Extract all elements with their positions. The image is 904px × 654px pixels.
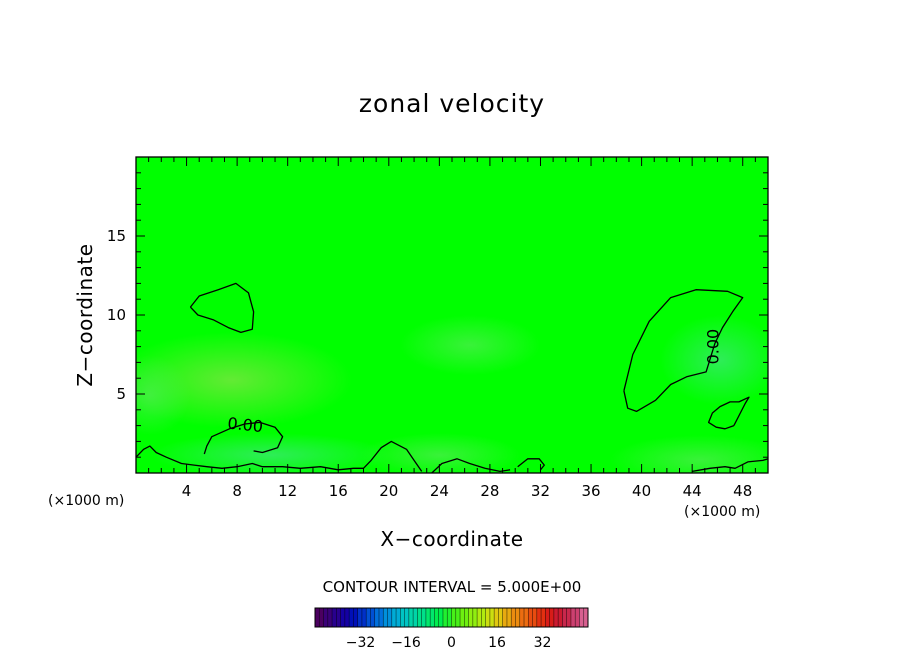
- y-tick-label: 10: [107, 306, 126, 324]
- contour-line: [517, 458, 545, 471]
- colorbar-tick-label: 0: [447, 635, 456, 651]
- x-tick-label: 28: [480, 482, 499, 500]
- chart-title: zonal velocity: [359, 89, 545, 118]
- x-tick-label: 16: [329, 482, 348, 500]
- x-unit-label-right: (×1000 m): [684, 504, 760, 520]
- x-tick-label: 20: [379, 482, 398, 500]
- colorbar-tick-label: 16: [488, 635, 506, 651]
- y-tick-label: 5: [116, 385, 126, 403]
- field-shading: [610, 435, 768, 473]
- x-tick-label: 48: [733, 482, 752, 500]
- x-unit-label-left: (×1000 m): [48, 493, 124, 509]
- contour-label: 0.00: [227, 414, 264, 437]
- y-axis-label: Z−coordinate: [73, 243, 97, 386]
- colorbar: [314, 608, 589, 627]
- contour-line: [136, 440, 423, 472]
- x-axis-ticks: [148, 157, 756, 473]
- y-tick-label: 15: [107, 227, 126, 245]
- field-shading: [136, 332, 352, 428]
- colorbar-frame: [314, 607, 589, 628]
- contour-line: [623, 289, 744, 413]
- colorbar-tick-label: −16: [391, 635, 421, 651]
- contour-label: 0.00: [704, 329, 723, 365]
- colorbar-tick-label: 32: [534, 635, 552, 651]
- contour-line: [203, 421, 284, 455]
- contour-line: [431, 458, 511, 473]
- field-shading: [136, 355, 190, 435]
- contour-interval-label: CONTOUR INTERVAL = 5.000E+00: [323, 578, 582, 596]
- x-tick-label: 40: [632, 482, 651, 500]
- y-axis-tick-labels: 5 10 15: [107, 227, 126, 403]
- plot-area: 0.00 0.00: [136, 157, 768, 473]
- x-tick-label: 4: [182, 482, 192, 500]
- x-tick-label: 8: [232, 482, 242, 500]
- contour-line: [692, 458, 768, 473]
- colorbar-tick-labels: −32 −16 0 16 32: [346, 635, 552, 651]
- colorbar-tick-label: −32: [346, 635, 376, 651]
- x-tick-label: 32: [531, 482, 550, 500]
- y-axis-ticks: [136, 172, 768, 458]
- contour-lines: [136, 282, 768, 473]
- x-tick-label: 36: [581, 482, 600, 500]
- field-shading: [400, 315, 540, 375]
- x-axis-label: X−coordinate: [380, 527, 523, 551]
- x-tick-label: 24: [430, 482, 449, 500]
- field-shading: [360, 433, 520, 473]
- field-shading: [660, 315, 768, 405]
- field-shading: [150, 433, 390, 473]
- contour-labels: 0.00 0.00: [227, 329, 723, 436]
- contour-line: [189, 282, 255, 334]
- x-tick-label: 12: [278, 482, 297, 500]
- x-axis-tick-labels: 4 8 12 16 20 24 28 32 36 40 44 48: [182, 482, 752, 500]
- x-tick-label: 44: [683, 482, 702, 500]
- contour-line: [707, 396, 750, 430]
